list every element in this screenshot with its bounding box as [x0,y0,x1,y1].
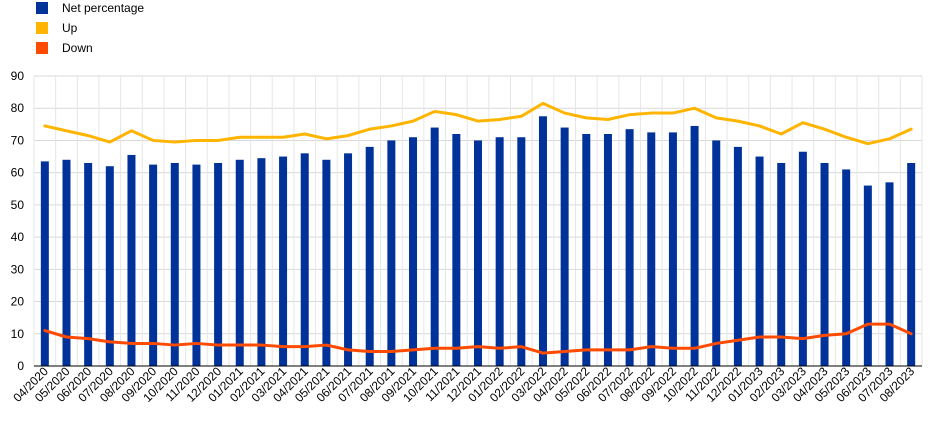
bar-08/2021 [387,140,396,366]
bar-01/2023 [755,156,764,366]
bar-09/2021 [409,137,418,366]
bar-12/2022 [733,146,742,366]
y-tick-label: 80 [11,101,25,115]
bar-02/2023 [777,163,786,366]
bar-10/2020 [170,163,179,366]
y-tick-label: 20 [11,295,25,309]
bar-10/2022 [690,125,699,366]
bar-07/2020 [105,166,114,366]
bar-05/2021 [322,159,331,366]
legend-label-up: Up [62,21,78,35]
bar-series-net-percentage [40,116,916,367]
bar-08/2023 [907,163,916,366]
bar-10/2021 [430,127,439,366]
bar-12/2021 [474,140,482,366]
line-series [43,101,913,355]
bar-08/2022 [647,132,656,366]
y-tick-label: 0 [17,359,24,373]
bar-03/2023 [798,151,807,366]
bar-04/2023 [820,163,829,366]
bar-11/2022 [712,140,721,366]
bar-01/2021 [235,159,244,366]
bar-05/2022 [582,134,591,366]
bar-07/2022 [625,129,634,366]
y-tick-label: 60 [11,166,25,180]
bar-04/2021 [300,153,309,366]
bar-06/2023 [863,185,872,366]
bar-11/2021 [452,134,461,366]
bar-07/2023 [885,182,894,366]
bar-06/2021 [344,153,353,366]
line-series-down [43,322,913,355]
y-tick-label: 90 [11,69,25,83]
line-series-up [43,101,913,146]
bar-03/2022 [538,116,547,367]
bar-05/2020 [62,159,71,366]
legend-label-net-percentage: Net percentage [62,1,145,15]
bar-09/2020 [149,164,158,366]
y-tick-label: 70 [11,133,25,147]
x-axis: 04/202005/202006/202007/202008/202009/20… [10,364,922,405]
bar-08/2020 [127,154,136,366]
bar-02/2021 [257,158,266,366]
legend-swatch-up [36,22,48,34]
bar-01/2022 [495,137,504,366]
legend-swatch-down [36,42,48,54]
bar-11/2020 [192,164,201,366]
bar-03/2021 [279,156,288,366]
y-tick-label: 40 [11,230,25,244]
y-tick-label: 10 [11,327,25,341]
bar-12/2020 [214,163,223,366]
y-tick-label: 30 [11,262,25,276]
y-axis: 0 10 20 30 40 50 60 70 80 90 [11,69,25,373]
bar-02/2022 [517,137,526,366]
bar-05/2023 [842,169,851,366]
bar-06/2022 [603,134,612,366]
bar-09/2022 [668,132,677,366]
legend-swatch-net-percentage [36,2,48,14]
bar-06/2020 [84,163,93,366]
bar-07/2021 [365,146,374,366]
legend-label-down: Down [62,41,93,55]
bar-04/2020 [40,161,49,366]
y-tick-label: 50 [11,198,25,212]
bar-04/2022 [560,127,569,366]
